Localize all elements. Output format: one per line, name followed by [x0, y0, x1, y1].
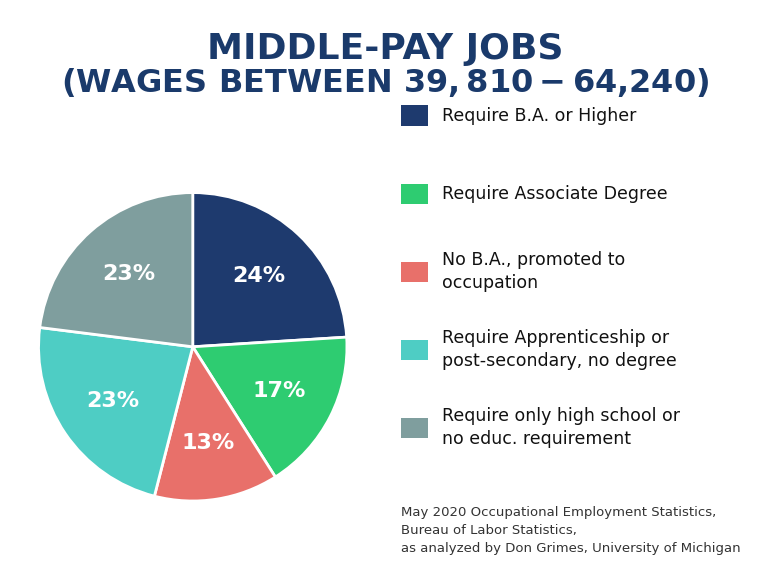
Wedge shape — [40, 192, 193, 347]
Text: Require Apprenticeship or
post-secondary, no degree: Require Apprenticeship or post-secondary… — [442, 329, 676, 370]
Text: 13%: 13% — [181, 433, 234, 453]
Text: (WAGES BETWEEN $39,810 - $64,240): (WAGES BETWEEN $39,810 - $64,240) — [62, 66, 709, 99]
Text: Require only high school or
no educ. requirement: Require only high school or no educ. req… — [442, 407, 680, 448]
Text: 17%: 17% — [253, 381, 306, 401]
Text: 24%: 24% — [233, 266, 286, 286]
Text: Require Associate Degree: Require Associate Degree — [442, 184, 668, 203]
Wedge shape — [193, 337, 347, 477]
Text: 23%: 23% — [86, 391, 139, 412]
Wedge shape — [39, 328, 193, 496]
Text: May 2020 Occupational Employment Statistics,
Bureau of Labor Statistics,
as anal: May 2020 Occupational Employment Statist… — [401, 506, 740, 555]
Text: 23%: 23% — [102, 264, 155, 284]
Wedge shape — [154, 347, 275, 501]
Text: MIDDLE-PAY JOBS: MIDDLE-PAY JOBS — [207, 32, 564, 66]
Text: No B.A., promoted to
occupation: No B.A., promoted to occupation — [442, 251, 625, 292]
Wedge shape — [193, 192, 347, 347]
Text: Require B.A. or Higher: Require B.A. or Higher — [442, 106, 636, 125]
